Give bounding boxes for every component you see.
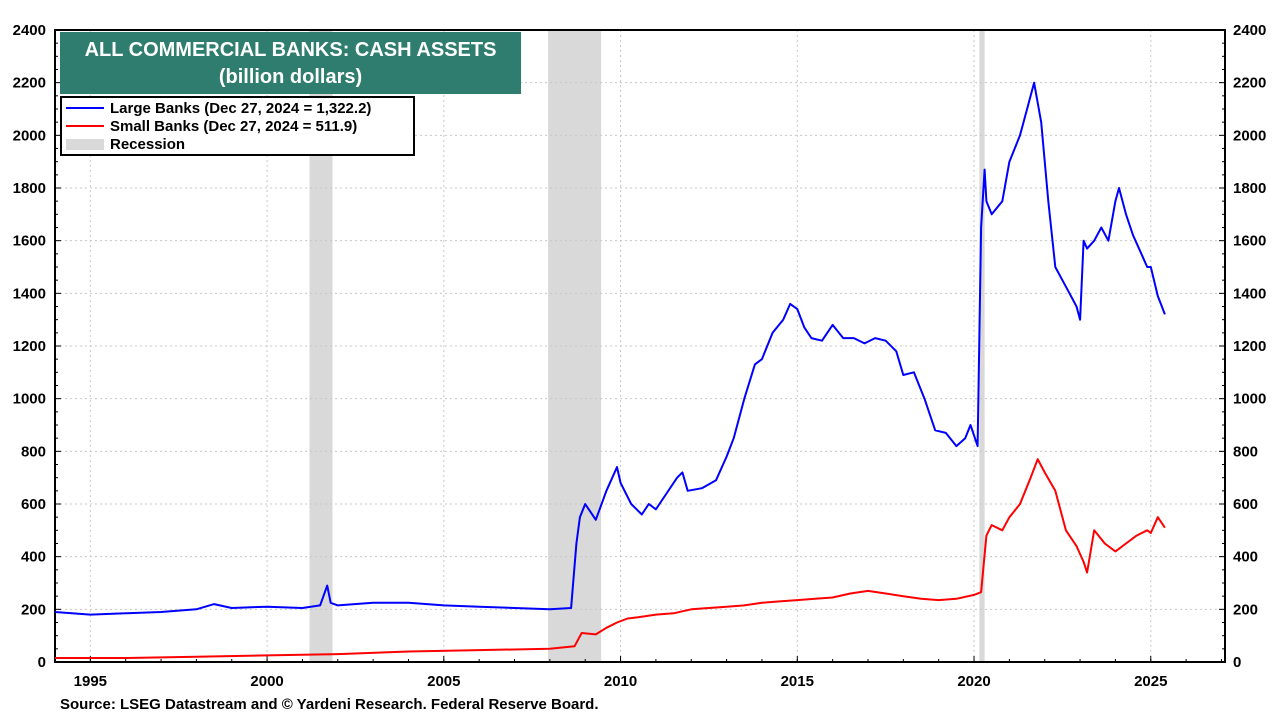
series-lines [54, 81, 1166, 659]
y-tick-label-left-2200: 2200 [13, 75, 46, 92]
y-tick-label-right-1600: 1600 [1233, 233, 1266, 250]
legend-label-recession: Recession [110, 135, 186, 153]
x-tick-label-2025: 2025 [1134, 673, 1167, 690]
y-tick-label-left-2400: 2400 [13, 22, 46, 39]
y-tick-label-right-1400: 1400 [1233, 285, 1266, 302]
chart-title-box: ALL COMMERCIAL BANKS: CASH ASSETS (billi… [60, 32, 521, 94]
legend: Large Banks (Dec 27, 2024 = 1,322.2) Sma… [60, 96, 415, 156]
legend-swatch-recession [66, 138, 104, 150]
y-tick-label-left-400: 400 [21, 549, 46, 566]
legend-swatch-small-banks [66, 125, 104, 127]
y-tick-label-left-600: 600 [21, 496, 46, 513]
y-tick-label-right-1800: 1800 [1233, 180, 1266, 197]
y-tick-label-left-1000: 1000 [13, 391, 46, 408]
source-note: Source: LSEG Datastream and © Yardeni Re… [60, 696, 599, 713]
y-tick-label-right-400: 400 [1233, 549, 1258, 566]
y-tick-label-left-0: 0 [38, 654, 46, 671]
x-tick-label-1995: 1995 [74, 673, 107, 690]
legend-item-recession: Recession [66, 135, 185, 153]
x-tick-label-2015: 2015 [781, 673, 814, 690]
x-tick-label-2020: 2020 [957, 673, 990, 690]
y-tick-label-left-1400: 1400 [13, 285, 46, 302]
y-tick-label-right-200: 200 [1233, 601, 1258, 618]
legend-label-large-banks: Large Banks (Dec 27, 2024 = 1,322.2) [110, 99, 372, 117]
legend-item-small-banks: Small Banks (Dec 27, 2024 = 511.9) [66, 117, 357, 135]
x-tick-label-2000: 2000 [250, 673, 283, 690]
legend-swatch-large-banks [66, 107, 104, 109]
y-tick-label-left-1600: 1600 [13, 233, 46, 250]
y-tick-label-right-2200: 2200 [1233, 75, 1266, 92]
y-tick-label-right-1000: 1000 [1233, 391, 1266, 408]
series-line-small-banks [55, 458, 1166, 659]
legend-label-small-banks: Small Banks (Dec 27, 2024 = 511.9) [110, 117, 358, 135]
legend-item-large-banks: Large Banks (Dec 27, 2024 = 1,322.2) [66, 99, 371, 117]
x-tick-label-2010: 2010 [604, 673, 637, 690]
y-tick-label-right-2400: 2400 [1233, 22, 1266, 39]
y-tick-label-left-200: 200 [21, 601, 46, 618]
chart-title: ALL COMMERCIAL BANKS: CASH ASSETS [84, 39, 497, 61]
y-tick-label-left-800: 800 [21, 443, 46, 460]
x-tick-label-2005: 2005 [427, 673, 460, 690]
series-line-large-banks [54, 81, 1166, 616]
y-tick-label-right-1200: 1200 [1233, 338, 1266, 355]
chart-subtitle: (billion dollars) [218, 66, 363, 88]
y-tick-label-left-1200: 1200 [13, 338, 46, 355]
y-tick-label-left-2000: 2000 [13, 127, 46, 144]
y-tick-label-right-600: 600 [1233, 496, 1258, 513]
y-tick-label-right-800: 800 [1233, 443, 1258, 460]
y-tick-label-right-2000: 2000 [1233, 127, 1266, 144]
y-tick-label-right-0: 0 [1233, 654, 1241, 671]
y-tick-label-left-1800: 1800 [13, 180, 46, 197]
axis-ticks: 0 0 200 200 400 400 600 600 800 800 1000 1000 1200 12… [13, 22, 1267, 690]
